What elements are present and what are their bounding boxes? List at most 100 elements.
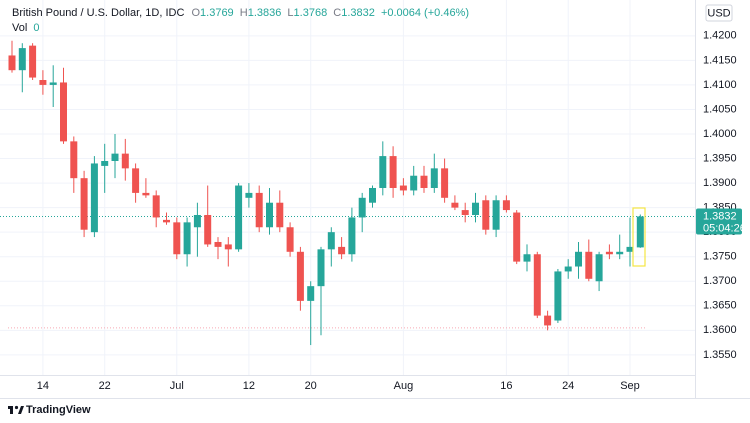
- ohlc-label: C: [333, 7, 341, 19]
- candle-body: [626, 246, 634, 252]
- y-tick-label: 1.3650: [703, 300, 737, 312]
- candle-body: [111, 153, 119, 161]
- candle-body: [163, 219, 170, 223]
- logo-part: [10, 406, 13, 414]
- candle-body: [420, 175, 428, 188]
- candle-body: [317, 249, 325, 287]
- ohlc-value: 1.3768: [294, 7, 328, 19]
- ohlc-value: 1.3836: [248, 7, 282, 19]
- y-tick-label: 1.4200: [703, 30, 737, 42]
- candle-body: [224, 244, 232, 250]
- y-tick-label: 1.3900: [703, 177, 737, 189]
- countdown: 05:04:26: [703, 222, 746, 234]
- candle-body: [358, 197, 366, 218]
- candle-body: [595, 254, 603, 282]
- change: +0.0064 (+0.46%): [381, 7, 469, 19]
- x-tick-label: 20: [305, 380, 317, 392]
- candle-body: [70, 141, 78, 179]
- candle-body: [513, 212, 521, 262]
- ohlc-label: O: [191, 7, 200, 19]
- candle-body: [132, 168, 140, 193]
- highlight-box: [632, 207, 646, 267]
- volume-header: Vol 0: [12, 22, 39, 34]
- candle-body: [502, 200, 510, 211]
- ohlc-label: L: [287, 7, 293, 19]
- candle-body: [18, 48, 26, 71]
- x-tick-label: 24: [562, 380, 574, 392]
- candle-body: [8, 55, 16, 71]
- y-tick-label: 1.4150: [703, 54, 737, 66]
- candle-body: [235, 185, 243, 250]
- candle-body: [451, 202, 459, 208]
- y-tick-label: 1.4050: [703, 103, 737, 115]
- candle-body: [49, 82, 57, 85]
- x-tick-label: 22: [99, 380, 111, 392]
- candle-body: [121, 153, 129, 169]
- x-tick-label: 14: [37, 380, 49, 392]
- legend-header: British Pound / U.S. Dollar, 1D, IDC O1.…: [12, 7, 469, 19]
- ohlc-value: 1.3832: [341, 7, 375, 19]
- candle-body: [554, 271, 562, 321]
- candle-body: [523, 254, 531, 262]
- x-tick-label: Jul: [170, 380, 184, 392]
- candle-body: [472, 202, 479, 215]
- y-tick-label: 1.4100: [703, 79, 737, 91]
- y-tick-label: 1.3750: [703, 251, 737, 263]
- currency[interactable]: USD: [707, 7, 730, 19]
- candle-body: [142, 192, 150, 196]
- candle-body: [183, 222, 191, 255]
- candle-body: [605, 251, 613, 255]
- brand: TradingView: [26, 404, 91, 416]
- candle-body: [152, 195, 160, 218]
- x-tick-label: 12: [243, 380, 255, 392]
- candle-body: [29, 45, 37, 78]
- candle-body: [80, 178, 88, 230]
- candle-body: [585, 251, 593, 279]
- y-tick-label: 1.3600: [703, 324, 737, 336]
- candle-body: [60, 82, 67, 142]
- logo-part: [14, 405, 19, 410]
- candle-body: [204, 214, 212, 245]
- candle-body: [492, 200, 500, 230]
- vol-label: Vol: [12, 22, 27, 34]
- vol-value: 0: [33, 22, 39, 34]
- candle-body: [461, 210, 469, 215]
- x-tick-label: Aug: [394, 380, 414, 392]
- candle-body: [441, 168, 449, 198]
- candle-body: [193, 214, 201, 228]
- candle-body: [255, 192, 263, 228]
- candle-body: [533, 254, 541, 316]
- candle-body: [296, 251, 304, 301]
- candle-body: [39, 80, 47, 85]
- candle-body: [379, 156, 387, 188]
- candle-body: [410, 175, 418, 191]
- marks: [8, 40, 644, 346]
- candle-body: [338, 246, 346, 255]
- candle-body: [307, 286, 315, 301]
- candle-body: [544, 315, 552, 326]
- candle-body: [214, 241, 222, 247]
- candle-body: [369, 187, 376, 203]
- price-label: 1.3832: [703, 210, 737, 222]
- ohlc-value: 1.3769: [200, 7, 234, 19]
- candle-body: [245, 192, 253, 198]
- candle-body: [430, 168, 438, 188]
- candle-body: [276, 202, 284, 228]
- currency-box[interactable]: [705, 4, 733, 22]
- price-badge: [696, 208, 742, 235]
- brand-logo: TradingView: [8, 404, 91, 416]
- candle-body: [286, 227, 294, 252]
- candle-body: [482, 200, 490, 230]
- candle-body: [101, 160, 109, 166]
- y-tick-label: 1.3550: [703, 349, 737, 361]
- ohlc-label: H: [240, 7, 248, 19]
- candle-body: [348, 217, 356, 255]
- candle-body: [564, 266, 572, 272]
- candle-body: [399, 185, 407, 191]
- candle-body: [173, 222, 181, 255]
- candle-body: [636, 216, 644, 248]
- symbol: British Pound / U.S. Dollar, 1D, IDC: [12, 7, 184, 19]
- candle-body: [389, 156, 397, 188]
